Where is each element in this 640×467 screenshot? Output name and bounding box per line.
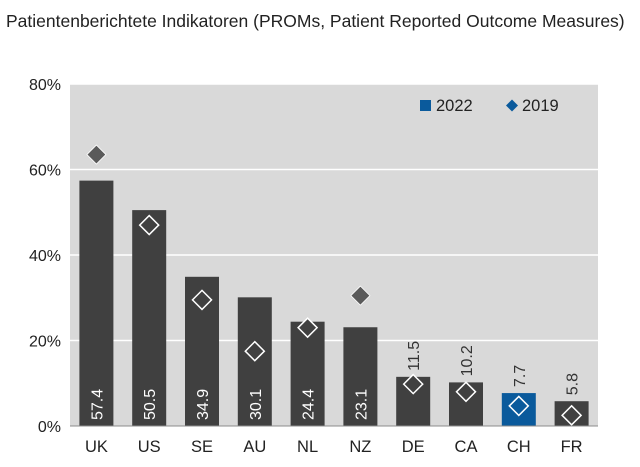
y-tick-label: 40% xyxy=(29,248,61,265)
bar-nl xyxy=(290,321,325,426)
marker-2019-uk xyxy=(86,144,107,165)
value-label-uk: 57.4 xyxy=(89,389,106,420)
y-tick-label: 20% xyxy=(29,334,61,351)
marker-2019-ca xyxy=(455,381,477,403)
marker-2019-nl xyxy=(297,317,319,339)
x-tick-label: CA xyxy=(455,438,478,456)
x-tick-label: UK xyxy=(85,438,108,456)
bar-uk xyxy=(79,180,114,426)
y-tick-label: 0% xyxy=(38,419,61,436)
legend-label-2022: 2022 xyxy=(436,97,473,115)
value-label-se: 34.9 xyxy=(195,389,212,420)
legend-label-2019: 2019 xyxy=(522,97,559,115)
x-tick-label: CH xyxy=(507,438,531,456)
x-tick-label: DE xyxy=(402,438,425,456)
marker-2019-au xyxy=(244,340,266,362)
x-tick-label: SE xyxy=(191,438,213,456)
marker-2019-de xyxy=(402,373,424,395)
chart-title: Patientenberichtete Indikatoren (PROMs, … xyxy=(6,11,625,31)
value-label-nz: 23.1 xyxy=(353,389,370,420)
legend-swatch-2022 xyxy=(420,100,431,111)
y-tick-label: 80% xyxy=(29,77,61,94)
value-label-ch: 7.7 xyxy=(512,365,529,387)
x-tick-label: NZ xyxy=(349,438,371,456)
x-tick-label: US xyxy=(138,438,161,456)
value-label-us: 50.5 xyxy=(142,389,159,420)
legend-swatch-2019 xyxy=(506,99,518,112)
value-label-nl: 24.4 xyxy=(301,389,318,420)
bar-nz xyxy=(343,327,378,426)
value-label-de: 11.5 xyxy=(406,341,423,371)
value-label-fr: 5.8 xyxy=(565,373,582,395)
value-label-ca: 10.2 xyxy=(459,345,476,376)
marker-2019-fr xyxy=(561,404,583,426)
bar-us xyxy=(132,210,167,426)
x-tick-label: AU xyxy=(243,438,266,456)
x-tick-label: FR xyxy=(561,438,583,456)
marker-2019-us xyxy=(138,214,160,236)
marker-2019-nz xyxy=(350,285,371,306)
value-label-au: 30.1 xyxy=(248,389,265,420)
marker-2019-ch xyxy=(508,395,530,417)
legend: 2022 2019 xyxy=(420,97,559,115)
marker-2019-se xyxy=(191,289,213,311)
x-tick-label: NL xyxy=(297,438,318,456)
y-tick-label: 60% xyxy=(29,163,61,180)
